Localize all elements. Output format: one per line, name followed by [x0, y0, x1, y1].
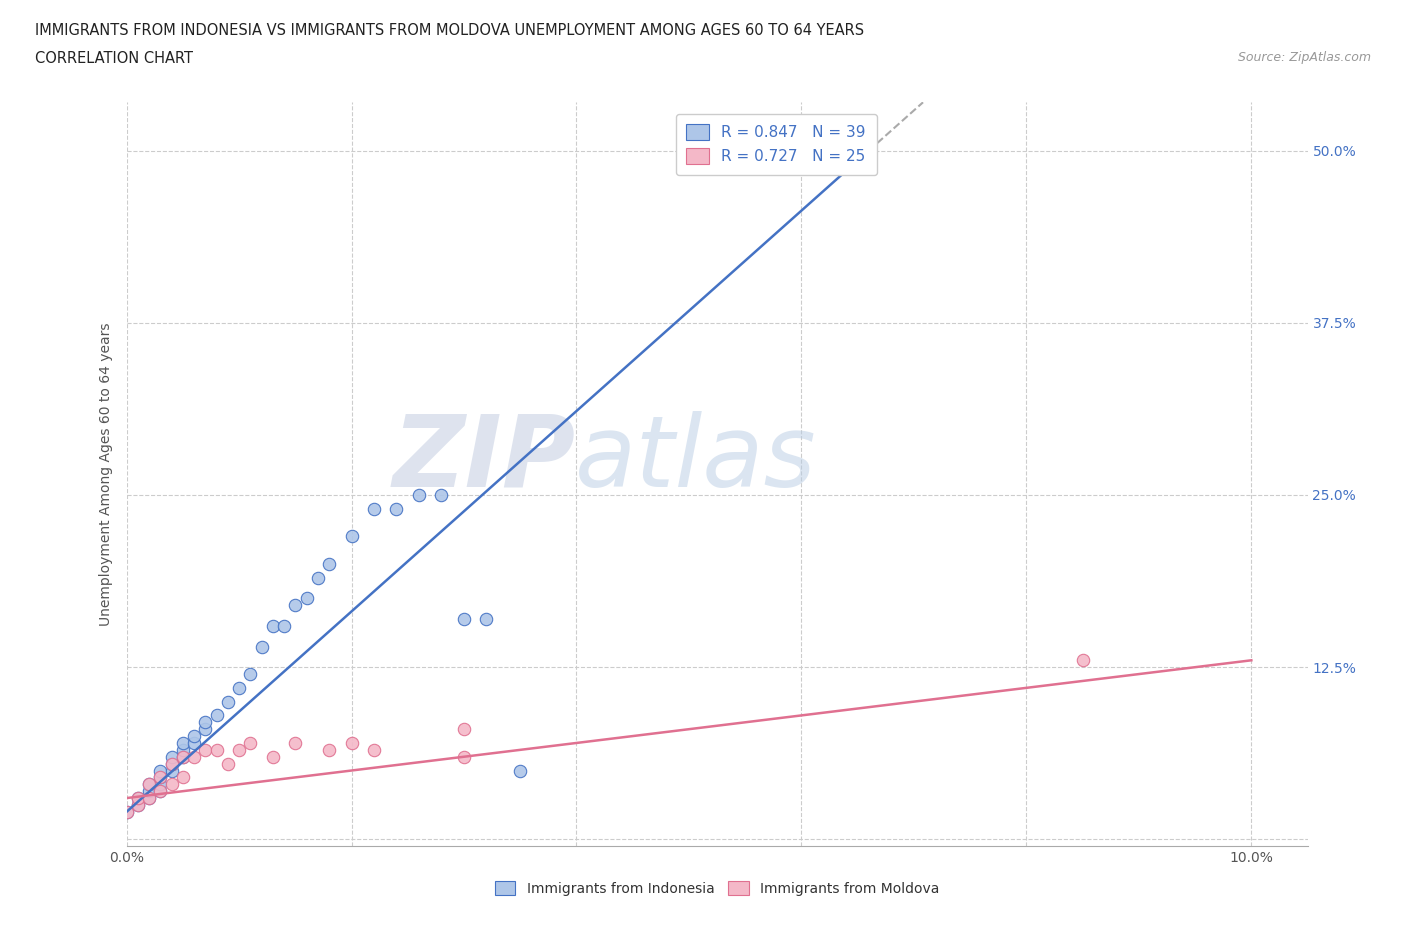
Legend: Immigrants from Indonesia, Immigrants from Moldova: Immigrants from Indonesia, Immigrants fr… [488, 874, 946, 903]
Point [115, 804, 138, 819]
Point [160, 756, 183, 771]
Point [194, 742, 217, 757]
Point [453, 612, 475, 627]
Point [138, 777, 160, 791]
Point [127, 798, 149, 813]
Point [239, 736, 262, 751]
Point [307, 570, 329, 585]
Text: IMMIGRANTS FROM INDONESIA VS IMMIGRANTS FROM MOLDOVA UNEMPLOYMENT AMONG AGES 60 : IMMIGRANTS FROM INDONESIA VS IMMIGRANTS … [35, 23, 865, 38]
Point [172, 750, 194, 764]
Point [430, 487, 453, 502]
Point [172, 742, 194, 757]
Point [250, 639, 273, 654]
Point [160, 764, 183, 778]
Point [318, 742, 340, 757]
Point [340, 529, 363, 544]
Point [172, 770, 194, 785]
Point [194, 722, 217, 737]
Point [385, 501, 408, 516]
Point [160, 777, 183, 791]
Point [273, 618, 295, 633]
Point [217, 756, 239, 771]
Point [149, 784, 172, 799]
Point [205, 742, 228, 757]
Point [262, 618, 284, 633]
Point [138, 790, 160, 805]
Point [408, 487, 430, 502]
Point [138, 784, 160, 799]
Point [1071, 653, 1094, 668]
Point [149, 770, 172, 785]
Point [453, 722, 475, 737]
Point [127, 790, 149, 805]
Point [340, 736, 363, 751]
Point [138, 777, 160, 791]
Point [160, 756, 183, 771]
Point [262, 750, 284, 764]
Point [115, 804, 138, 819]
Point [284, 736, 307, 751]
Point [183, 736, 205, 751]
Point [453, 750, 475, 764]
Point [149, 784, 172, 799]
Point [228, 681, 250, 696]
Point [149, 770, 172, 785]
Point [183, 728, 205, 743]
Point [475, 612, 498, 627]
Point [239, 667, 262, 682]
Y-axis label: Unemployment Among Ages 60 to 64 years: Unemployment Among Ages 60 to 64 years [98, 323, 112, 626]
Point [172, 736, 194, 751]
Point [183, 750, 205, 764]
Point [295, 591, 318, 605]
Point [160, 750, 183, 764]
Text: atlas: atlas [575, 411, 817, 508]
Text: Source: ZipAtlas.com: Source: ZipAtlas.com [1237, 51, 1371, 64]
Point [284, 598, 307, 613]
Point [138, 790, 160, 805]
Text: CORRELATION CHART: CORRELATION CHART [35, 51, 193, 66]
Point [363, 501, 385, 516]
Point [217, 694, 239, 709]
Point [127, 790, 149, 805]
Point [149, 777, 172, 791]
Point [194, 715, 217, 730]
Point [172, 750, 194, 764]
Point [205, 708, 228, 723]
Text: ZIP: ZIP [392, 411, 575, 508]
Point [127, 798, 149, 813]
Point [318, 556, 340, 571]
Point [509, 764, 531, 778]
Point [363, 742, 385, 757]
Point [228, 742, 250, 757]
Point [149, 764, 172, 778]
